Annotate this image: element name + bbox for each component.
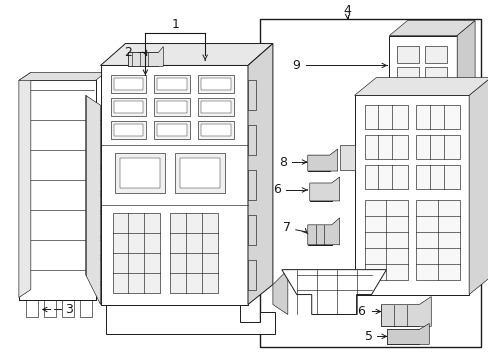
Bar: [381, 305, 419, 327]
Polygon shape: [101, 44, 272, 66]
Polygon shape: [388, 21, 474, 36]
Bar: [386, 329, 419, 345]
Bar: [128, 53, 158, 67]
Bar: [154, 98, 190, 116]
Polygon shape: [247, 44, 272, 305]
Bar: [198, 75, 234, 93]
Bar: [307, 225, 331, 245]
Polygon shape: [80, 300, 91, 318]
Bar: [93, 120, 105, 150]
Bar: [415, 165, 459, 189]
Polygon shape: [456, 21, 474, 93]
Polygon shape: [61, 300, 74, 318]
Polygon shape: [309, 177, 339, 201]
Polygon shape: [19, 72, 31, 298]
Bar: [415, 135, 459, 159]
Bar: [157, 101, 187, 113]
Polygon shape: [26, 300, 38, 318]
Bar: [415, 105, 459, 129]
Bar: [247, 260, 255, 289]
Bar: [115, 153, 165, 193]
Bar: [175, 153, 224, 193]
Bar: [93, 210, 105, 240]
Bar: [201, 78, 230, 90]
Bar: [180, 158, 220, 188]
Bar: [93, 165, 105, 195]
Bar: [247, 170, 255, 200]
Polygon shape: [307, 149, 337, 171]
Polygon shape: [281, 270, 386, 315]
Bar: [95, 214, 103, 236]
Text: 6: 6: [357, 305, 365, 318]
Polygon shape: [105, 305, 274, 334]
Bar: [120, 158, 160, 188]
Polygon shape: [272, 270, 287, 315]
Bar: [247, 80, 255, 110]
Polygon shape: [44, 300, 56, 318]
Text: 8: 8: [278, 156, 286, 168]
Polygon shape: [381, 297, 430, 327]
Bar: [110, 98, 146, 116]
Bar: [157, 78, 187, 90]
Bar: [260, 19, 480, 347]
Text: 5: 5: [364, 330, 372, 343]
Text: 2: 2: [124, 46, 132, 59]
Polygon shape: [388, 36, 456, 93]
Bar: [415, 200, 459, 280]
Bar: [95, 259, 103, 280]
Bar: [154, 121, 190, 139]
Text: 4: 4: [343, 4, 351, 17]
Text: 1: 1: [171, 18, 179, 31]
Polygon shape: [101, 66, 247, 305]
Bar: [425, 45, 447, 63]
Polygon shape: [19, 72, 105, 80]
Text: 6: 6: [272, 184, 280, 197]
Polygon shape: [85, 95, 101, 305]
Bar: [113, 78, 143, 90]
Bar: [339, 145, 354, 170]
Bar: [198, 121, 234, 139]
Bar: [364, 105, 407, 129]
Bar: [201, 124, 230, 136]
Bar: [112, 213, 160, 293]
Bar: [307, 155, 329, 171]
Bar: [397, 45, 419, 63]
Polygon shape: [128, 46, 163, 67]
Bar: [110, 75, 146, 93]
Bar: [247, 215, 255, 245]
Bar: [95, 124, 103, 146]
Bar: [201, 101, 230, 113]
Polygon shape: [386, 323, 428, 345]
Bar: [95, 169, 103, 191]
Bar: [425, 67, 447, 85]
Text: 9: 9: [291, 59, 299, 72]
Polygon shape: [468, 77, 488, 294]
Bar: [364, 200, 407, 280]
Bar: [113, 101, 143, 113]
Bar: [397, 67, 419, 85]
Bar: [247, 125, 255, 155]
Text: 7: 7: [282, 221, 290, 234]
Bar: [157, 124, 187, 136]
Bar: [364, 165, 407, 189]
Polygon shape: [19, 80, 95, 300]
Polygon shape: [354, 77, 488, 95]
Bar: [93, 255, 105, 285]
Bar: [110, 121, 146, 139]
Polygon shape: [307, 218, 339, 245]
Bar: [309, 183, 331, 201]
Text: 3: 3: [64, 303, 73, 316]
Bar: [364, 135, 407, 159]
Bar: [113, 124, 143, 136]
Bar: [154, 75, 190, 93]
Polygon shape: [354, 95, 468, 294]
Bar: [170, 213, 218, 293]
Bar: [198, 98, 234, 116]
